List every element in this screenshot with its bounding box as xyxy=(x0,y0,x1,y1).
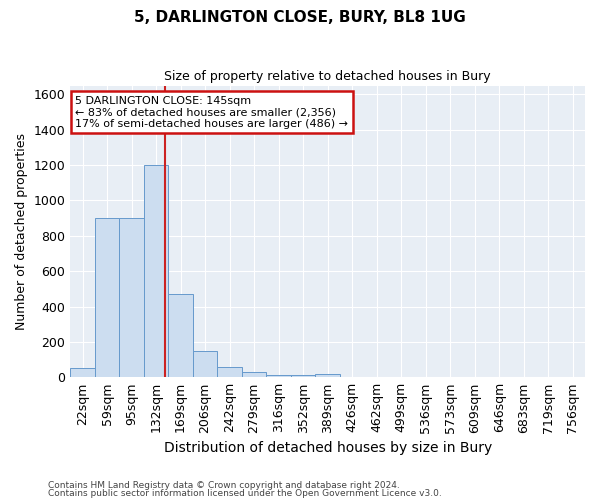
Bar xyxy=(95,218,119,378)
X-axis label: Distribution of detached houses by size in Bury: Distribution of detached houses by size … xyxy=(164,441,492,455)
Text: Contains HM Land Registry data © Crown copyright and database right 2024.: Contains HM Land Registry data © Crown c… xyxy=(48,481,400,490)
Text: 5 DARLINGTON CLOSE: 145sqm
← 83% of detached houses are smaller (2,356)
17% of s: 5 DARLINGTON CLOSE: 145sqm ← 83% of deta… xyxy=(76,96,349,129)
Y-axis label: Number of detached properties: Number of detached properties xyxy=(15,133,28,330)
Text: 5, DARLINGTON CLOSE, BURY, BL8 1UG: 5, DARLINGTON CLOSE, BURY, BL8 1UG xyxy=(134,10,466,25)
Bar xyxy=(169,294,193,378)
Bar xyxy=(70,368,95,378)
Bar xyxy=(217,366,242,378)
Bar xyxy=(291,374,316,378)
Bar xyxy=(316,374,340,378)
Bar xyxy=(193,351,217,378)
Bar xyxy=(144,165,169,378)
Text: Contains public sector information licensed under the Open Government Licence v3: Contains public sector information licen… xyxy=(48,488,442,498)
Bar xyxy=(266,374,291,378)
Bar xyxy=(242,372,266,378)
Bar xyxy=(119,218,144,378)
Title: Size of property relative to detached houses in Bury: Size of property relative to detached ho… xyxy=(164,70,491,83)
